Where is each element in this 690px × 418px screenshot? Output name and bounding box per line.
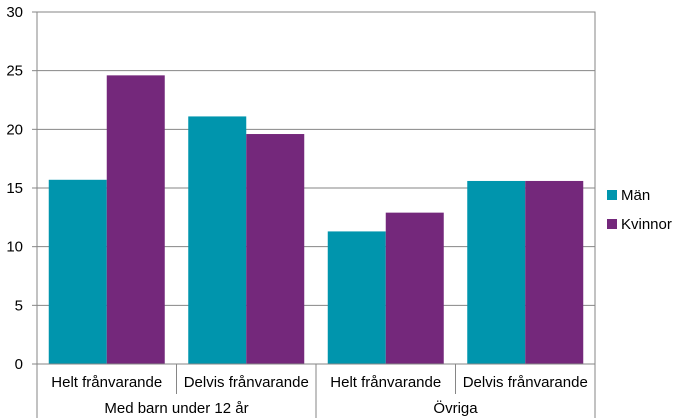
y-tick-label: 20	[6, 121, 23, 138]
x-group-label: Övriga	[433, 399, 478, 417]
bar	[385, 212, 444, 364]
x-group-label: Med barn under 12 år	[104, 400, 248, 417]
y-tick-label: 5	[15, 297, 23, 314]
bar	[188, 116, 247, 364]
x-tick-label: Delvis frånvarande	[463, 374, 588, 391]
bar	[246, 134, 305, 364]
x-axis: Helt frånvarande Delvis frånvarande Helt f…	[36, 12, 596, 418]
y-tick-label: 15	[6, 180, 23, 197]
bar	[525, 180, 584, 364]
y-tick-label: 25	[6, 63, 23, 80]
bars	[48, 75, 584, 365]
legend: Män Kvinnor	[607, 187, 672, 233]
legend-label: Kvinnor	[621, 216, 672, 233]
y-tick-label: 30	[6, 4, 23, 21]
bar	[48, 179, 107, 364]
bar	[467, 180, 526, 364]
legend-swatch	[607, 219, 617, 229]
y-axis: 0 5 10 15 20 25 30	[6, 4, 37, 373]
legend-swatch	[607, 190, 617, 200]
y-tick-label: 0	[15, 356, 23, 373]
x-tick-label: Helt frånvarande	[330, 374, 441, 391]
bar	[106, 75, 165, 365]
x-tick-label: Delvis frånvarande	[184, 374, 309, 391]
x-tick-label: Helt frånvarande	[51, 374, 162, 391]
bar	[327, 231, 386, 364]
y-tick-label: 10	[6, 239, 23, 256]
legend-label: Män	[621, 187, 650, 204]
